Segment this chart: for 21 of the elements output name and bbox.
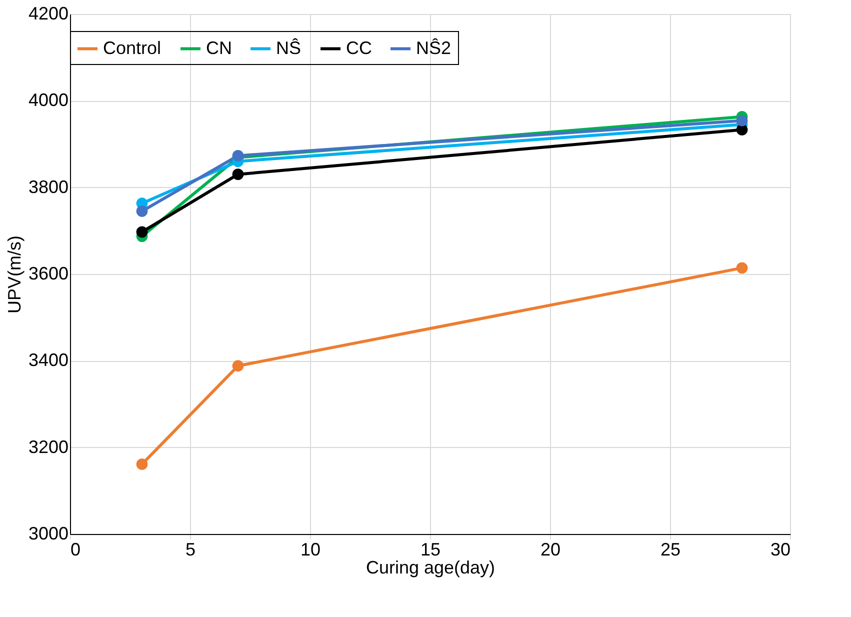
y-tick-label: 4000 [28,90,68,110]
y-axis-title: UPV(m/s) [4,236,24,314]
x-tick-label: 0 [70,540,81,560]
y-tick-label: 3400 [28,350,68,370]
y-tick-label: 3600 [28,264,68,284]
x-tick-label: 25 [660,540,681,560]
y-tick-label: 4200 [28,4,68,24]
y-tick-label: 3800 [28,176,68,197]
legend-label: Control [103,38,162,58]
x-tick-label: 10 [300,540,321,560]
x-tick-label: 5 [185,540,196,560]
y-tick-label: 3000 [28,524,68,544]
x-tick-label: 30 [770,540,790,560]
legend-label: CN [206,38,232,58]
legend-label: NŜ2 [416,38,452,58]
x-tick-label: 20 [540,540,561,560]
legend-label: NŜ [276,38,302,58]
y-tick-label: 3200 [28,436,68,457]
legend-label: CC [346,38,372,58]
x-tick-label: 15 [420,540,441,560]
x-axis-title: Curing age(day) [366,558,496,578]
